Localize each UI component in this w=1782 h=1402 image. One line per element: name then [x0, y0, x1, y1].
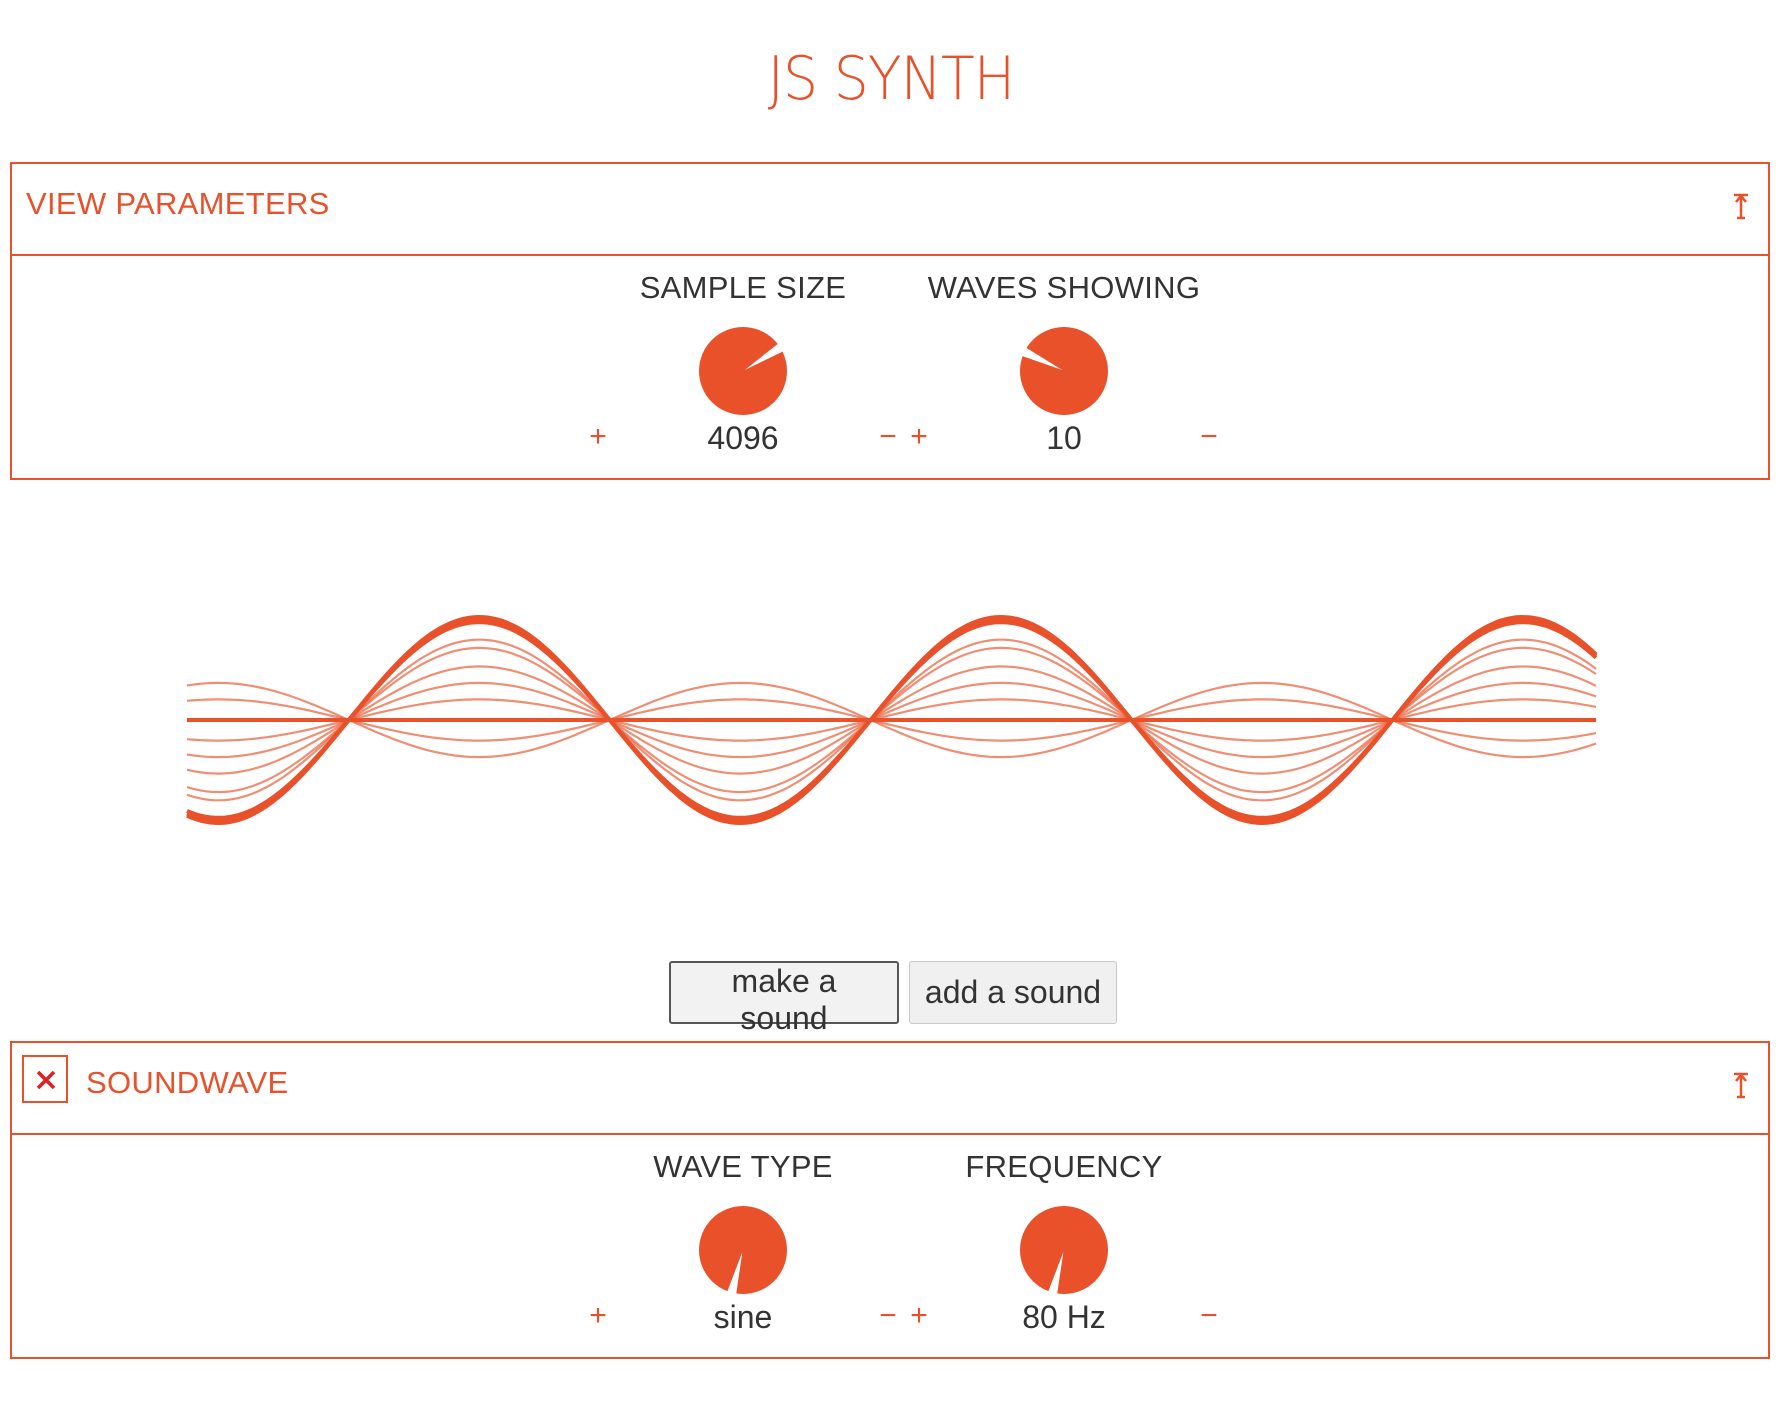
frequency-knob[interactable]	[1019, 1205, 1109, 1295]
soundwave-title: SOUNDWAVE	[86, 1065, 289, 1100]
frequency-value: 80 Hz	[1022, 1299, 1106, 1335]
waveform-trace	[186, 638, 1597, 802]
frequency-increase-button[interactable]: +	[910, 1299, 928, 1332]
view-parameters-panel: VIEW PARAMETERS SAMPLE SIZE + 4096 − WAV…	[10, 162, 1770, 480]
frequency-decrease-button[interactable]: −	[1200, 1299, 1218, 1332]
view-parameters-title: VIEW PARAMETERS	[26, 186, 330, 221]
soundwave-panel: SOUNDWAVE WAVE TYPE + sine − FREQUENCY +…	[10, 1041, 1770, 1359]
soundwave-header[interactable]: SOUNDWAVE	[12, 1043, 1768, 1135]
sample-size-increase-button[interactable]: +	[589, 420, 607, 453]
wave-type-value: sine	[713, 1299, 773, 1335]
waves-showing-value: 10	[1046, 420, 1082, 456]
waveform-trace	[186, 646, 1597, 794]
wave-type-increase-button[interactable]: +	[589, 1299, 607, 1332]
waveform-trace	[186, 681, 1597, 759]
sample-size-label: SAMPLE SIZE	[639, 270, 847, 305]
collapse-arrow-icon[interactable]	[1730, 1071, 1752, 1101]
app-title: JS SYNTH	[767, 44, 1016, 114]
frequency-value-row: + 80 Hz −	[904, 1299, 1224, 1339]
wave-type-decrease-button[interactable]: −	[879, 1299, 897, 1332]
wave-type-value-row: + sine −	[583, 1299, 903, 1339]
waves-showing-value-row: + 10 −	[904, 420, 1224, 460]
make-a-sound-button[interactable]: make a sound	[669, 961, 899, 1036]
waves-showing-label: WAVES SHOWING	[927, 270, 1201, 305]
waveform-trace	[186, 698, 1597, 742]
remove-sound-button[interactable]	[22, 1055, 68, 1103]
frequency-label: FREQUENCY	[965, 1149, 1163, 1184]
add-a-sound-button[interactable]: add a sound	[909, 961, 1117, 1024]
collapse-arrow-icon[interactable]	[1730, 192, 1752, 222]
view-parameters-header[interactable]: VIEW PARAMETERS	[12, 164, 1768, 256]
waveform-display	[186, 614, 1598, 826]
sample-size-decrease-button[interactable]: −	[879, 420, 897, 453]
waves-showing-knob[interactable]	[1019, 326, 1109, 416]
wave-type-label: WAVE TYPE	[653, 1149, 833, 1184]
waves-showing-increase-button[interactable]: +	[910, 420, 928, 453]
waveform-trace	[186, 681, 1597, 759]
waveform-trace	[186, 665, 1597, 775]
waveform-trace	[186, 698, 1597, 742]
sample-size-knob[interactable]	[698, 326, 788, 416]
waveform-trace	[186, 620, 1598, 820]
waves-showing-decrease-button[interactable]: −	[1200, 420, 1218, 453]
wave-type-knob[interactable]	[698, 1205, 788, 1295]
close-x-icon	[36, 1070, 56, 1090]
sample-size-value: 4096	[707, 420, 779, 456]
sample-size-value-row: + 4096 −	[583, 420, 903, 460]
